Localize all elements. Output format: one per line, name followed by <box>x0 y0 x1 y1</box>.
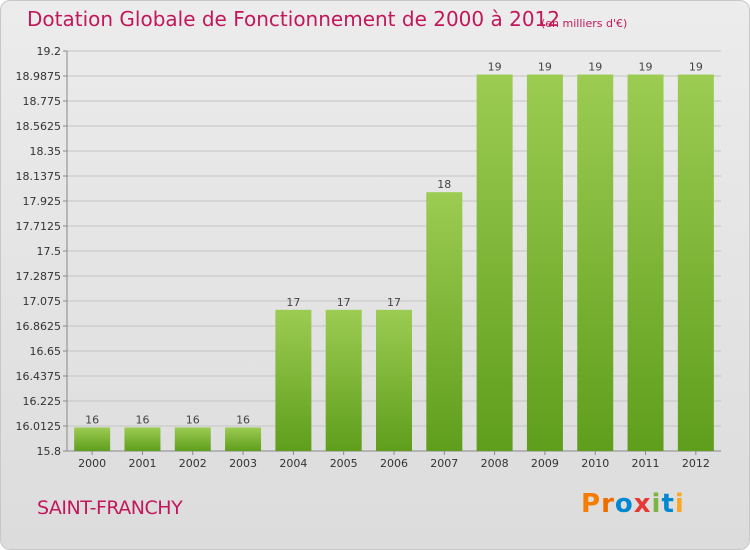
logo-letter: x <box>633 489 652 519</box>
data-label: 16 <box>236 413 250 426</box>
x-tick-label: 2012 <box>682 457 710 470</box>
bar-2008 <box>476 74 513 451</box>
y-tick-label: 16.225 <box>23 395 62 408</box>
x-tick-label: 2009 <box>531 457 559 470</box>
y-tick-label: 18.5625 <box>16 120 62 133</box>
bar-2012 <box>677 74 714 451</box>
bar-2010 <box>577 74 614 451</box>
logo-letter: o <box>614 489 634 519</box>
proxiti-logo: Proxiti <box>581 489 685 519</box>
y-tick-label: 18.35 <box>30 145 62 158</box>
data-label: 19 <box>639 61 653 74</box>
logo-letter: P <box>581 489 602 519</box>
logo-letter: t <box>661 489 675 519</box>
bar-2002 <box>174 427 211 451</box>
y-tick-label: 17.2875 <box>16 270 62 283</box>
commune-name: SAINT-FRANCHY <box>37 497 183 519</box>
data-label: 17 <box>387 296 401 309</box>
y-tick-label: 18.775 <box>23 95 62 108</box>
logo-letter: i <box>674 489 685 519</box>
x-tick-label: 2004 <box>279 457 307 470</box>
y-tick-label: 16.0125 <box>16 420 62 433</box>
data-label: 19 <box>689 61 703 74</box>
x-tick-label: 2002 <box>179 457 207 470</box>
bar-2001 <box>124 427 161 451</box>
bar-2000 <box>74 427 111 451</box>
bar-2007 <box>426 192 463 452</box>
x-tick-label: 2003 <box>229 457 257 470</box>
data-label: 19 <box>538 61 552 74</box>
x-tick-label: 2006 <box>380 457 408 470</box>
bar-2011 <box>627 74 664 451</box>
y-tick-label: 18.9875 <box>16 70 62 83</box>
data-label: 18 <box>437 178 451 191</box>
y-tick-label: 16.4375 <box>16 370 62 383</box>
logo-letter: r <box>601 489 615 519</box>
y-tick-label: 17.925 <box>23 195 62 208</box>
y-tick-label: 17.7125 <box>16 220 62 233</box>
data-label: 16 <box>135 413 149 426</box>
y-tick-label: 15.8 <box>37 445 62 458</box>
data-label: 19 <box>488 61 502 74</box>
bar-2005 <box>325 309 362 451</box>
data-label: 16 <box>186 413 200 426</box>
data-label: 19 <box>588 61 602 74</box>
y-tick-label: 18.1375 <box>16 170 62 183</box>
x-tick-label: 2007 <box>430 457 458 470</box>
x-tick-label: 2000 <box>78 457 106 470</box>
logo-letter: i <box>651 489 662 519</box>
x-tick-label: 2005 <box>330 457 358 470</box>
y-tick-label: 19.2 <box>37 45 62 58</box>
chart-title: Dotation Globale de Fonctionnement de 20… <box>27 7 560 31</box>
bar-2003 <box>225 427 262 451</box>
y-tick-label: 17.075 <box>23 295 62 308</box>
y-tick-label: 16.8625 <box>16 320 62 333</box>
x-tick-label: 2011 <box>632 457 660 470</box>
bar-2006 <box>376 309 412 451</box>
x-tick-label: 2001 <box>128 457 156 470</box>
data-label: 16 <box>85 413 99 426</box>
x-tick-label: 2010 <box>581 457 609 470</box>
y-tick-label: 16.65 <box>30 345 62 358</box>
data-label: 17 <box>286 296 300 309</box>
bar-2009 <box>526 74 563 451</box>
chart-subtitle: (en milliers d'€) <box>541 17 628 30</box>
data-label: 17 <box>337 296 351 309</box>
bar-2004 <box>275 309 312 451</box>
y-tick-label: 17.5 <box>37 245 62 258</box>
x-tick-label: 2008 <box>481 457 509 470</box>
